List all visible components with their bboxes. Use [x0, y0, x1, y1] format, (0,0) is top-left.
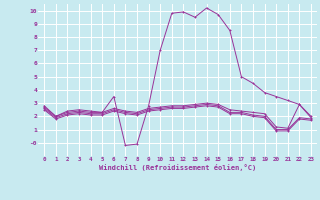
X-axis label: Windchill (Refroidissement éolien,°C): Windchill (Refroidissement éolien,°C) [99, 164, 256, 171]
